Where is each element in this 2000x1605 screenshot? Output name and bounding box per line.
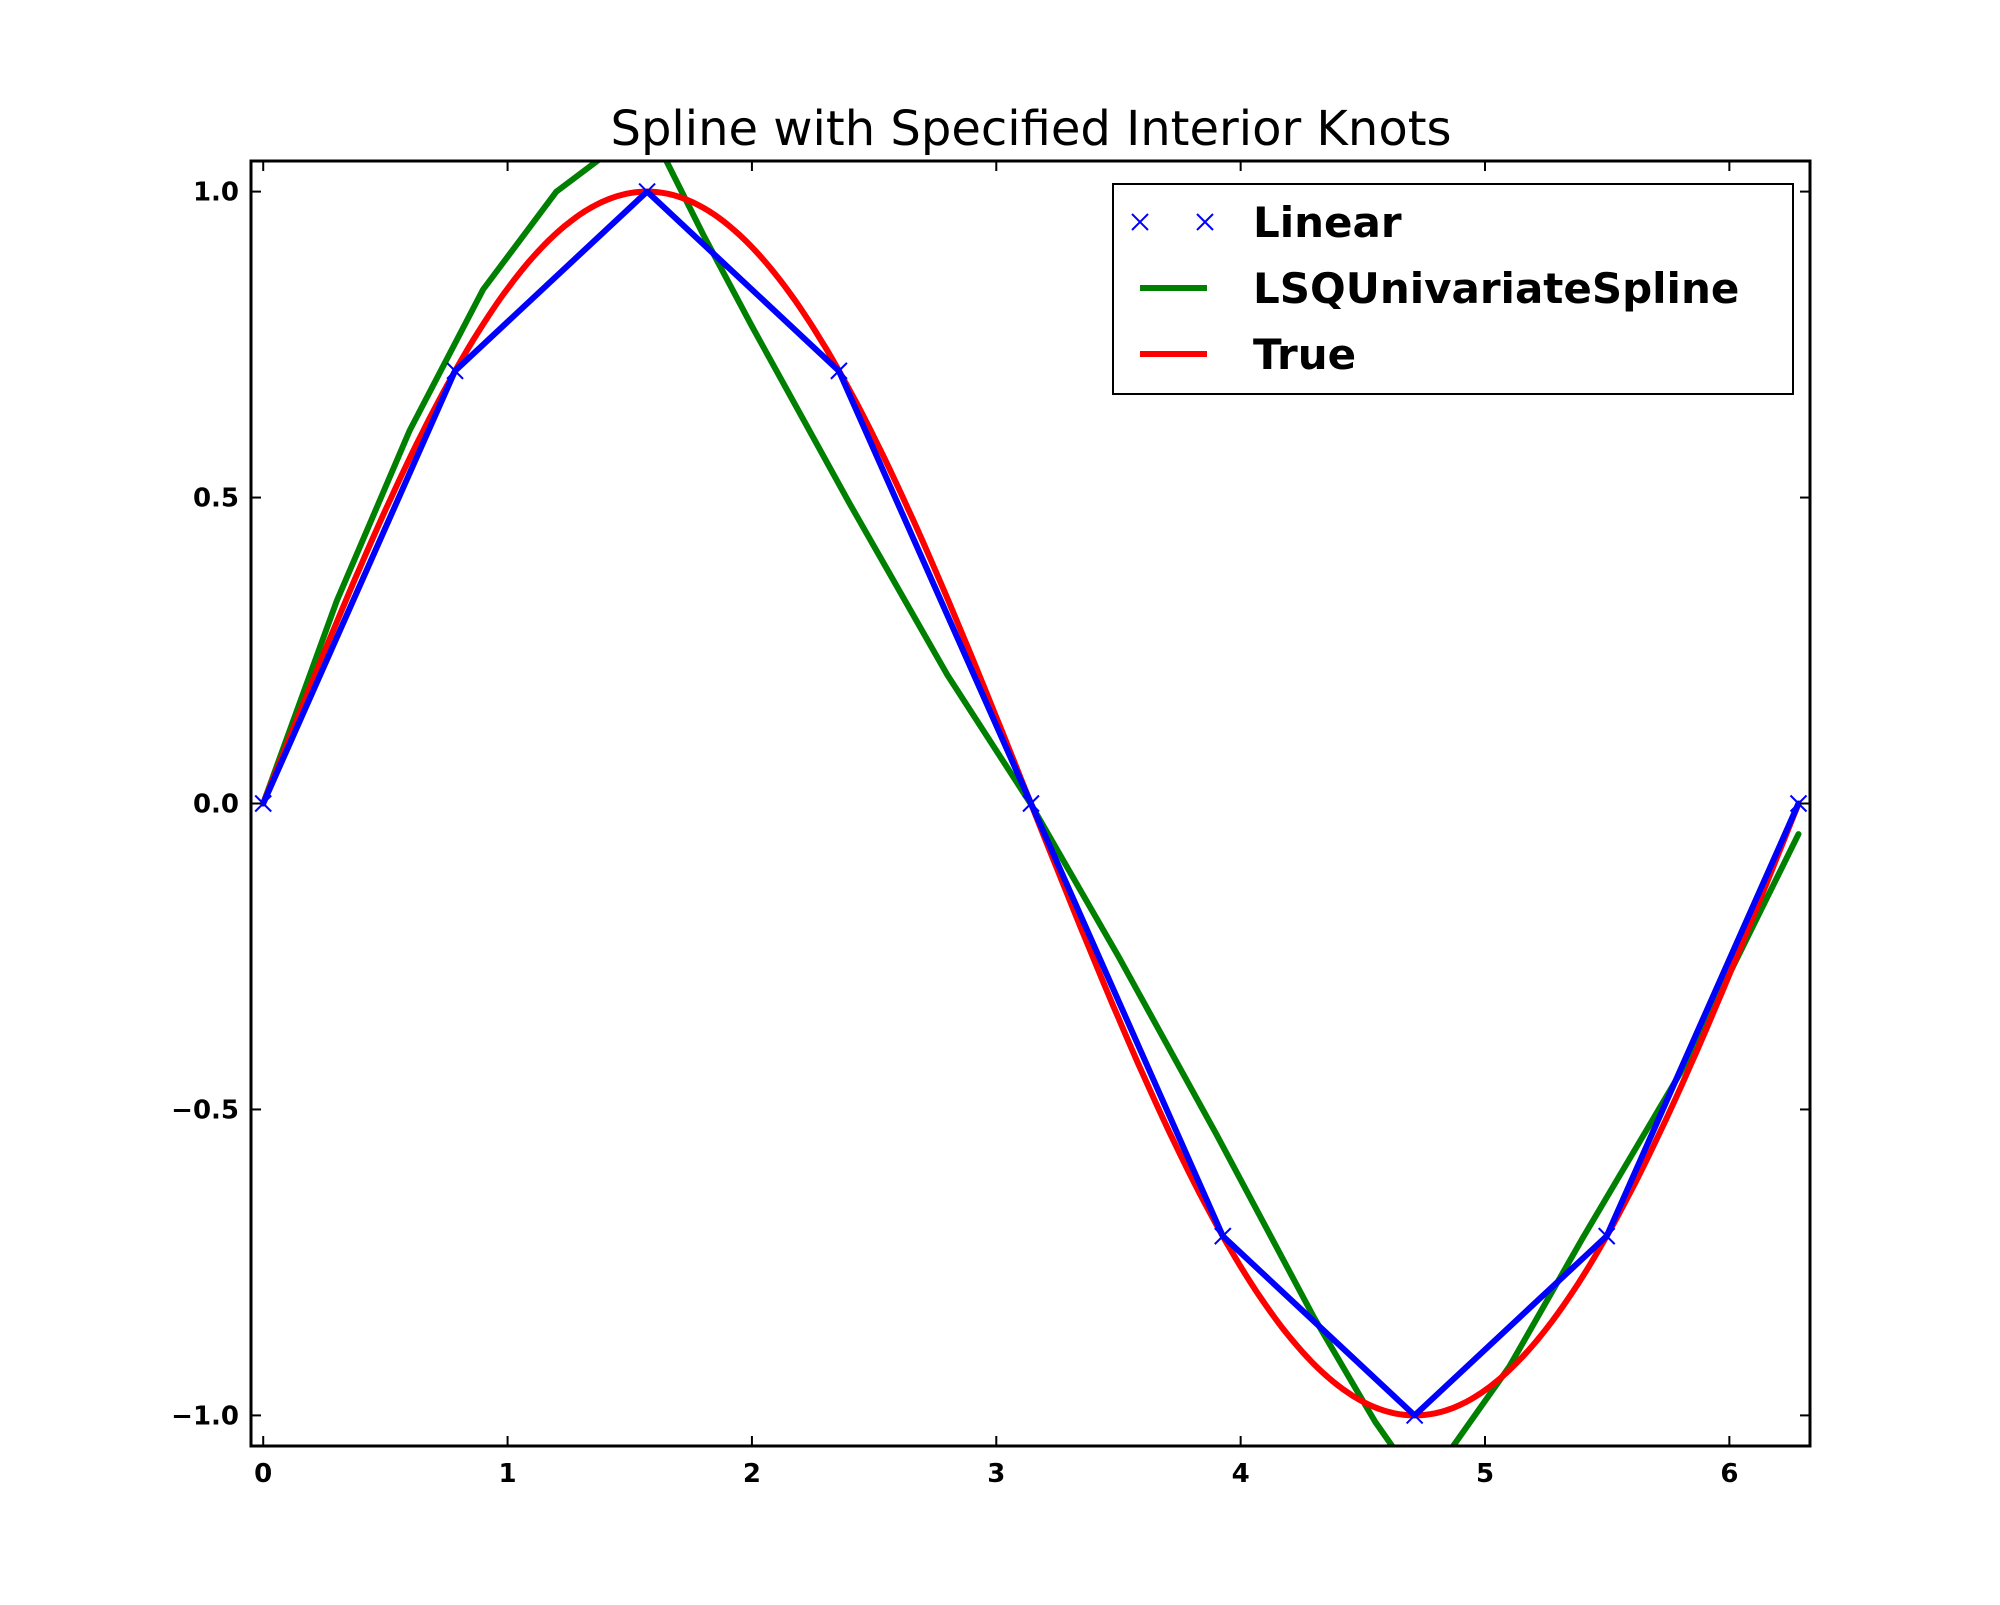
marker-layer: [254, 182, 1808, 1425]
linear-point-marker: [1597, 1227, 1616, 1245]
linear-point-marker: [1214, 1227, 1232, 1245]
legend-box: [1112, 183, 1794, 395]
tick-layer: 0 1 2 3 4 5 6 −1.0 −0.5 0.0 0.5 1.0: [171, 161, 1810, 1489]
x-tick-label: 1: [499, 1459, 517, 1489]
y-tick-label: −1.0: [171, 1401, 239, 1431]
legend-label-lsqunivariatespline: LSQUnivariateSpline: [1253, 264, 1739, 313]
y-tick-label: 0.5: [193, 484, 239, 514]
x-tick-label: 6: [1720, 1459, 1738, 1489]
x-tick-label: 4: [1232, 1459, 1250, 1489]
linear-point-marker: [1789, 794, 1808, 813]
y-tick-label: 1.0: [193, 178, 239, 208]
legend-marker-linear: [1131, 213, 1149, 231]
legend-marker-linear: [1196, 213, 1214, 231]
legend-label-true: True: [1253, 330, 1356, 379]
legend: Linear LSQUnivariateSpline True: [1112, 183, 1794, 395]
x-tick-label: 5: [1476, 1459, 1494, 1489]
linear-point-marker: [446, 362, 464, 380]
linear-point-marker: [1405, 1406, 1424, 1425]
linear-point-marker: [638, 182, 656, 201]
chart-title: Spline with Specified Interior Knots: [610, 101, 1451, 157]
x-tick-label: 2: [743, 1459, 761, 1489]
y-tick-label: −0.5: [171, 1095, 239, 1125]
legend-label-linear: Linear: [1253, 198, 1402, 247]
x-tick-label: 3: [987, 1459, 1005, 1489]
x-tick-label: 0: [254, 1459, 272, 1489]
linear-point-marker: [830, 362, 848, 380]
linear-point-marker: [1022, 794, 1040, 813]
linear-point-marker: [254, 794, 272, 813]
y-tick-label: 0.0: [193, 790, 239, 820]
